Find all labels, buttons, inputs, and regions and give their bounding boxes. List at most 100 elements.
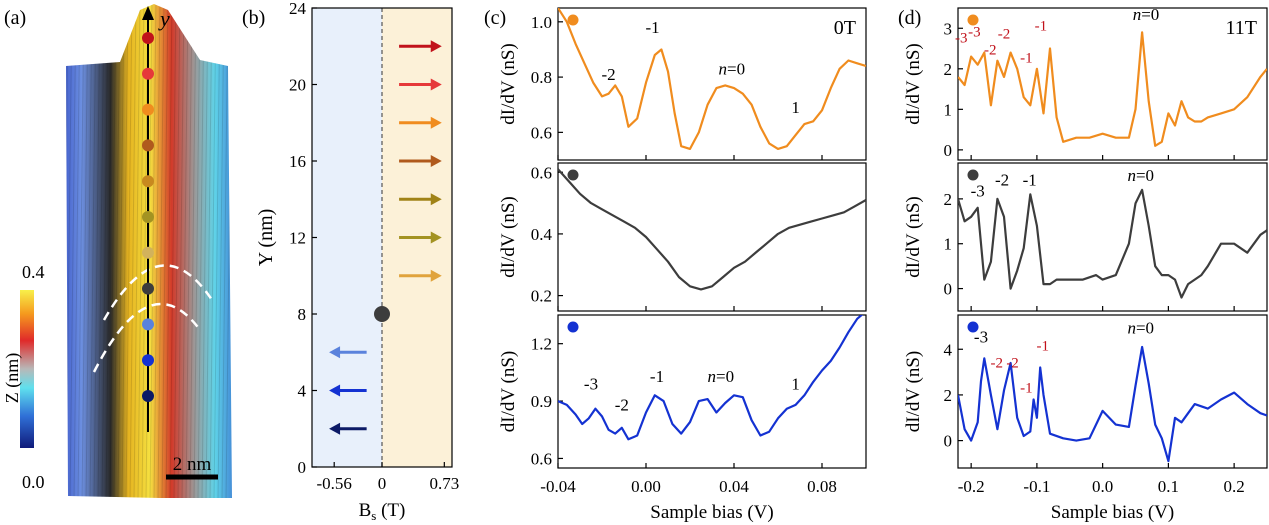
y-tick-label: 2 bbox=[944, 60, 953, 79]
arrow-head bbox=[430, 193, 442, 206]
peak-label: -1 bbox=[1020, 51, 1033, 67]
x-tick-label: 0.73 bbox=[429, 474, 459, 493]
spin-arrow bbox=[399, 155, 442, 167]
data-line bbox=[958, 31, 1267, 147]
surface-stripe bbox=[185, 4, 193, 498]
peak-label: -1 bbox=[1023, 170, 1037, 189]
y-tick-label: 1 bbox=[944, 100, 953, 119]
panel-b-chart: 0 4 8 12 16 20 24 -0.56 0 0.73 Y (nm) Bs (T) bbox=[255, 0, 459, 523]
arrow-head bbox=[430, 116, 442, 129]
colorbar bbox=[20, 290, 34, 448]
peak-label: n=0 bbox=[708, 367, 735, 386]
y-tick-label: 1 bbox=[944, 235, 953, 254]
surface-stripe bbox=[117, 4, 125, 498]
surface-stripe bbox=[73, 4, 81, 498]
surface-stripe bbox=[217, 4, 225, 498]
surface-stripe bbox=[85, 4, 93, 498]
peak-label: n=0 bbox=[1133, 5, 1160, 24]
spin-arrow bbox=[399, 116, 442, 129]
panel-label-d: (d) bbox=[898, 7, 921, 29]
position-dot bbox=[142, 354, 154, 367]
surface-stripe bbox=[66, 4, 69, 498]
x-tick-label: 0.0 bbox=[1092, 477, 1113, 496]
plot-frame bbox=[557, 162, 867, 312]
x-tick-label: 0.00 bbox=[631, 477, 661, 496]
y-tick-label: 0 bbox=[944, 141, 953, 160]
surface-stripe bbox=[205, 4, 213, 498]
x-axis-title: Sample bias (V) bbox=[650, 502, 773, 523]
y-axis-title: dI/dV (nS) bbox=[498, 43, 519, 124]
y-axis-title: dI/dV (nS) bbox=[903, 196, 924, 277]
x-tick-label: 0.1 bbox=[1158, 477, 1179, 496]
y-tick-label: 8 bbox=[298, 305, 307, 324]
surface-stripe bbox=[81, 4, 89, 498]
peak-label: -2 bbox=[984, 43, 997, 59]
panel-label-c: (c) bbox=[484, 7, 506, 29]
surface-stripe bbox=[105, 4, 113, 498]
peak-label: 1 bbox=[791, 375, 800, 394]
surface-stripe bbox=[129, 4, 137, 498]
arrow-head bbox=[430, 155, 442, 167]
y-axis-title: dI/dV (nS) bbox=[903, 43, 924, 124]
surface-stripe bbox=[77, 4, 85, 498]
y-tick-label: 3 bbox=[944, 19, 953, 38]
x-tick-label: -0.2 bbox=[958, 477, 985, 496]
surface-stripe bbox=[153, 4, 161, 498]
position-dot bbox=[142, 246, 154, 259]
subplot: 024-3-2 -2-1-1n=0dI/dV (nS) bbox=[903, 314, 1268, 469]
data-line bbox=[558, 315, 864, 441]
y-axis-title: dI/dV (nS) bbox=[498, 196, 519, 277]
position-dot bbox=[142, 139, 154, 152]
y-tick-label: 0.6 bbox=[531, 123, 552, 142]
plot-frame bbox=[957, 314, 1268, 469]
legend-dot bbox=[567, 14, 579, 26]
spin-arrow bbox=[329, 384, 367, 397]
surface-stripe bbox=[125, 4, 133, 498]
surface-stripe bbox=[101, 4, 109, 498]
spin-arrow bbox=[399, 78, 442, 91]
plot-frame bbox=[957, 162, 1268, 312]
panel-label-a: (a) bbox=[4, 7, 26, 29]
y-tick-label: 2 bbox=[944, 190, 953, 209]
arrow-head bbox=[329, 346, 341, 359]
peak-label: -1 bbox=[646, 18, 660, 37]
peak-label: -3 bbox=[974, 327, 988, 346]
surface-stripe bbox=[109, 4, 117, 498]
peak-label: -2 bbox=[615, 396, 629, 415]
y-tick-label: 0 bbox=[944, 280, 953, 299]
y-axis-title: dI/dV (nS) bbox=[903, 351, 924, 432]
surface-stripe bbox=[161, 4, 169, 498]
position-dot bbox=[142, 103, 154, 116]
position-dot bbox=[142, 211, 154, 223]
surface-stripe bbox=[157, 4, 165, 498]
panel-c-chart: 0.6 0.8 1.0 0T -2 -1 n=0 1 dI/dV (nS) 0.2 0.4 0.6 dI… bbox=[498, 7, 867, 523]
y-tick-label: 20 bbox=[289, 76, 306, 95]
data-point bbox=[374, 306, 390, 322]
spin-arrow bbox=[399, 40, 442, 53]
subplot: 0.6 0.8 1.0 0T -2 -1 n=0 1 dI/dV (nS) bbox=[498, 7, 867, 161]
y-tick-label: 0.2 bbox=[531, 287, 552, 306]
arrow-head bbox=[430, 269, 442, 282]
position-dot bbox=[142, 32, 154, 44]
surface-stripe bbox=[213, 4, 221, 498]
spin-arrow bbox=[399, 269, 442, 282]
peak-label: -2 bbox=[991, 356, 1004, 372]
plot-frame bbox=[557, 7, 867, 161]
y-tick-label: 0.9 bbox=[531, 392, 552, 411]
spin-arrow bbox=[399, 231, 442, 244]
subplot: 0.6 0.9 1.2 -3 -2 -1 n=0 1 dI/dV (nS) bbox=[498, 314, 867, 469]
peak-label: -2 bbox=[998, 26, 1011, 42]
surface-stripe bbox=[197, 4, 205, 498]
legend-dot bbox=[967, 169, 979, 181]
surface-stripe bbox=[89, 4, 97, 498]
peak-label: -3 bbox=[968, 24, 981, 40]
field-region bbox=[312, 8, 382, 467]
peak-label: n=0 bbox=[1127, 166, 1154, 185]
peak-label: 1 bbox=[791, 98, 800, 117]
surface-stripe bbox=[113, 4, 121, 498]
subplot: 0 1 2 -3 -2 -1 n=0 dI/dV (nS) bbox=[903, 162, 1268, 312]
y-axis-label: y bbox=[158, 6, 170, 31]
x-tick-label: 0.04 bbox=[719, 477, 749, 496]
surface-stripe bbox=[121, 4, 129, 498]
subplot: 0.2 0.4 0.6 dI/dV (nS) bbox=[498, 162, 867, 312]
